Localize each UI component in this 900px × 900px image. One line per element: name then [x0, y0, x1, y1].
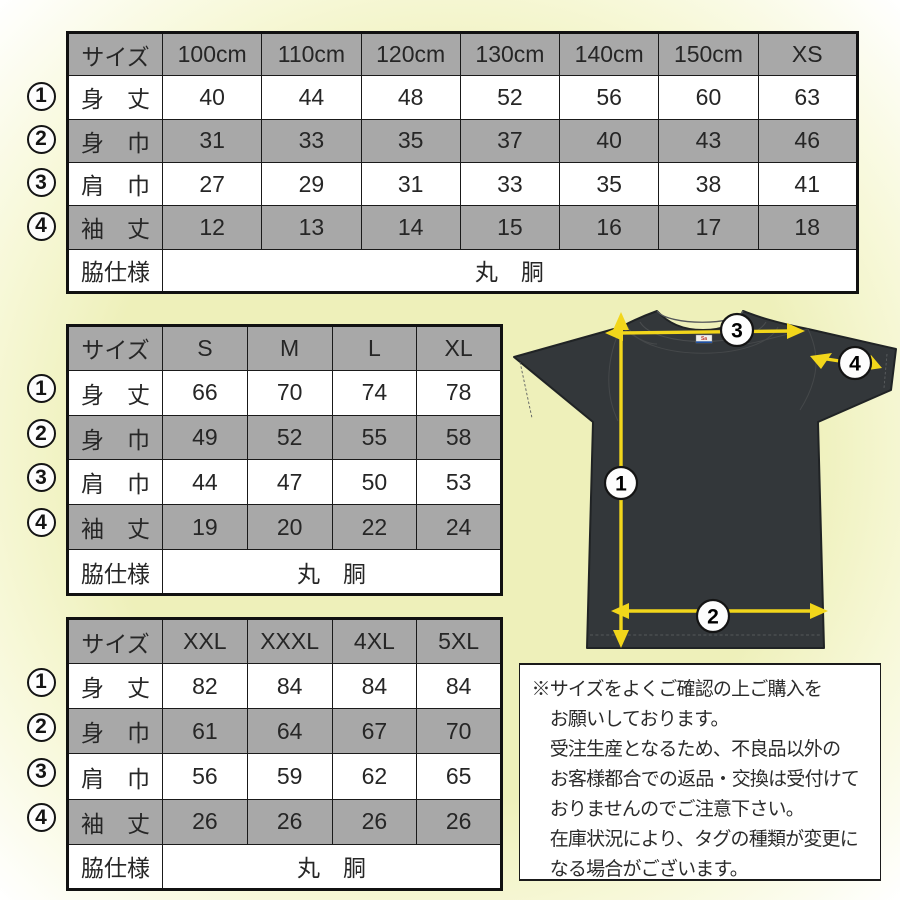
svg-text:1: 1 [615, 473, 627, 496]
svg-text:4: 4 [849, 353, 861, 376]
svg-text:2: 2 [707, 606, 719, 629]
svg-text:3: 3 [731, 320, 743, 343]
